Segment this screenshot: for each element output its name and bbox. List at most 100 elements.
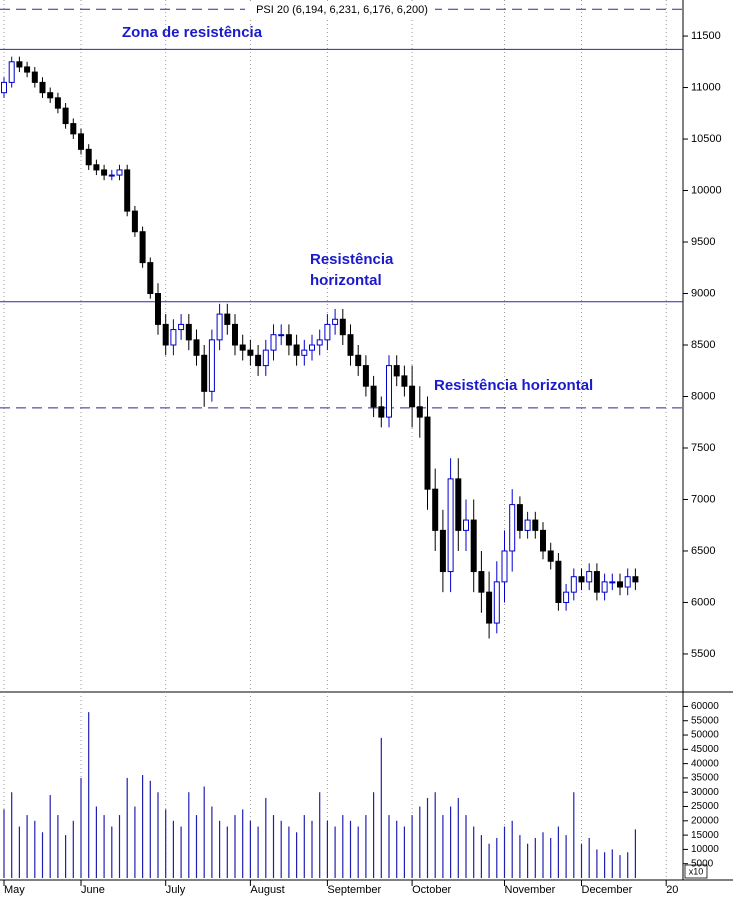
candle-body [478, 571, 485, 593]
candle-body [593, 571, 600, 593]
candle-body [201, 354, 208, 392]
candle-body [54, 97, 61, 109]
annotation: Resistência horizontal [434, 377, 593, 394]
candle-body [339, 318, 346, 336]
candle-body [486, 591, 493, 624]
x-tick-label: 20 [666, 884, 678, 896]
marks [1, 56, 639, 878]
candle-body [455, 478, 462, 531]
candle-body [439, 529, 446, 573]
candle-body [447, 478, 454, 573]
candle-body [301, 349, 308, 356]
candle-body [170, 329, 177, 346]
candle-body [108, 174, 115, 177]
candle-body [386, 365, 392, 418]
volume-tick-label: 10000 [691, 844, 719, 855]
candle-body [285, 334, 292, 346]
candle-body [470, 519, 477, 573]
annotation: Zona de resistência [122, 24, 263, 41]
candle-body [162, 323, 169, 346]
candle-body [262, 349, 269, 367]
candle-body [8, 61, 15, 83]
volume-tick-label: 5000 [691, 858, 714, 869]
volume-unit: x10 [689, 866, 704, 876]
candle-body [586, 571, 593, 583]
x-tick-label: November [505, 884, 556, 896]
volume-tick-label: 45000 [691, 744, 719, 755]
candle-body [493, 581, 500, 624]
y-tick-label: 9000 [691, 287, 715, 299]
volume-tick-label: 15000 [691, 830, 719, 841]
candle-body [309, 344, 315, 351]
candle-body [47, 92, 54, 99]
candle-body [563, 591, 570, 603]
y-tick-label: 6000 [691, 596, 715, 608]
candle-body [278, 334, 285, 337]
candle-body [409, 385, 416, 408]
x-tick-label: June [81, 884, 105, 896]
candle-body [1, 81, 7, 94]
candle-body [555, 560, 562, 603]
unit-box [684, 864, 708, 879]
y-tick-label: 8000 [691, 390, 715, 402]
candle-body [578, 576, 585, 583]
candle-body [139, 231, 146, 264]
candle-body [293, 344, 300, 356]
candle-body [624, 576, 631, 588]
candle-body [355, 354, 362, 367]
candle-body [93, 164, 100, 171]
candle-body [324, 323, 331, 341]
x-tick-label: August [250, 884, 284, 896]
volume-tick-label: 35000 [691, 773, 719, 784]
candle-body [232, 323, 238, 346]
x-tick-label: October [412, 884, 451, 896]
candle-body [501, 550, 508, 583]
candle-body [31, 71, 38, 83]
candle-body [24, 66, 31, 73]
candle-body [378, 406, 385, 418]
candle-body [532, 519, 539, 531]
candle-body [78, 133, 84, 150]
candle-body [547, 550, 554, 562]
candle-body [316, 339, 323, 346]
candle-body [224, 313, 231, 325]
candle-body [401, 375, 408, 387]
y-tick-label: 6500 [691, 545, 715, 557]
candle-body [247, 349, 254, 356]
candle-body [62, 107, 69, 125]
y-tick-label: 9500 [691, 236, 715, 248]
candle-body [463, 519, 469, 531]
y-tick-label: 11500 [691, 30, 721, 42]
y-tick-label: 11000 [691, 81, 721, 93]
x-tick-label: May [4, 884, 25, 896]
candle-body [239, 344, 246, 351]
candle-body [432, 488, 439, 531]
candle-body [255, 354, 262, 367]
candle-body [632, 576, 639, 583]
volume-tick-label: 40000 [691, 758, 719, 769]
candle-body [16, 61, 23, 68]
candle-body [540, 529, 546, 552]
candle-body [70, 123, 77, 135]
volume-tick-label: 50000 [691, 730, 719, 741]
candle-body [424, 416, 431, 490]
candle-body [516, 504, 523, 531]
y-tick-label: 8500 [691, 339, 715, 351]
title-bg [245, 3, 435, 17]
volume-tick-label: 30000 [691, 787, 719, 798]
grid [0, 0, 683, 880]
volume-tick-label: 55000 [691, 715, 719, 726]
y-tick-label: 7000 [691, 493, 715, 505]
candle-body [116, 169, 123, 176]
candle-body [370, 385, 377, 408]
annotation: Resistência [310, 251, 394, 268]
volume-tick-label: 25000 [691, 801, 719, 812]
candle-body [131, 210, 138, 233]
candle-body [155, 293, 161, 325]
candle-body [208, 339, 215, 392]
candle-body [347, 334, 354, 356]
y-tick-label: 5500 [691, 648, 715, 660]
candle-body [101, 169, 108, 176]
